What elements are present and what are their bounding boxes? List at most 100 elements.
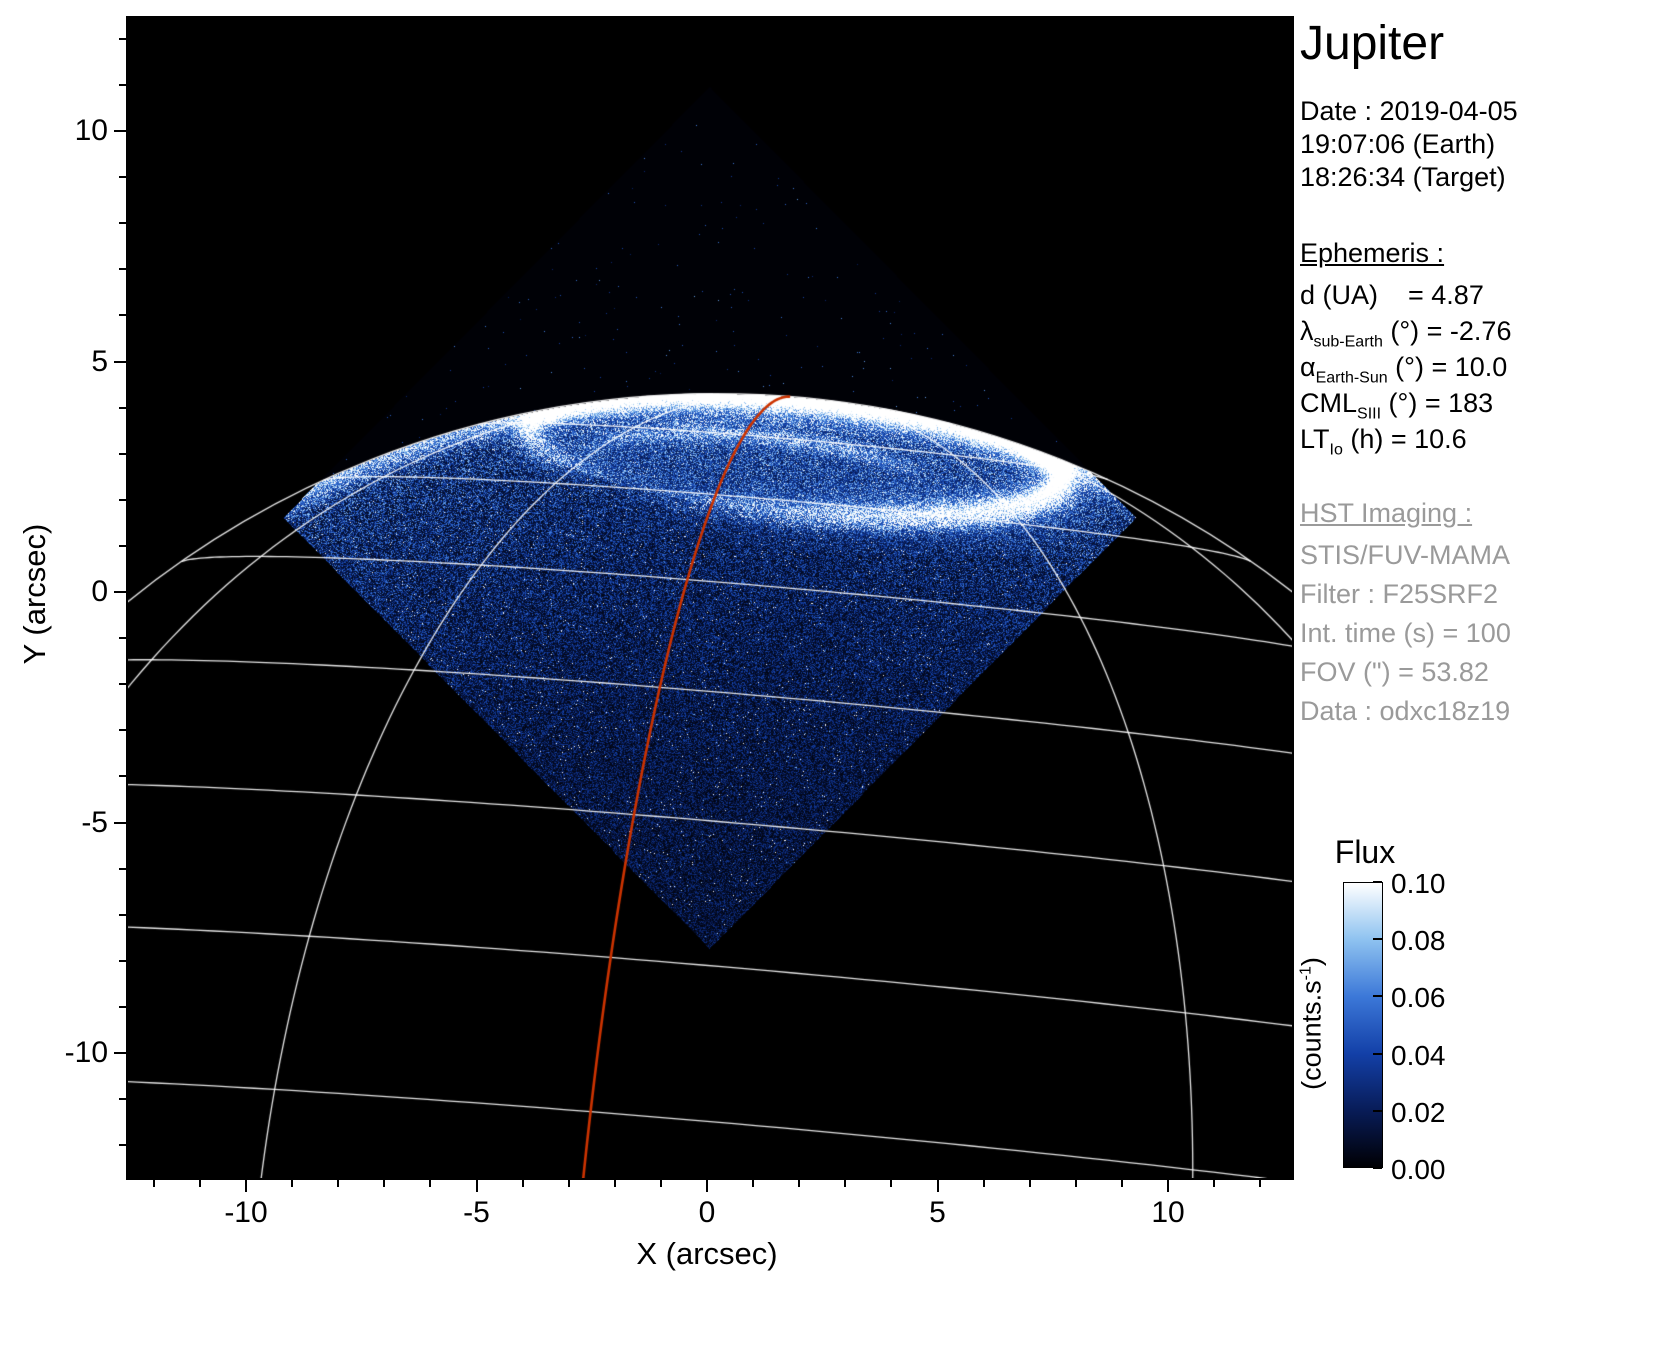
eph-label: LT <box>1300 424 1330 454</box>
y-tick-label: -10 <box>22 1036 108 1070</box>
unit-exponent: -1 <box>1298 966 1315 980</box>
y-tick <box>114 591 126 593</box>
x-tick <box>153 1180 155 1187</box>
y-tick <box>114 361 126 363</box>
x-tick-label: -5 <box>432 1196 522 1230</box>
x-tick <box>706 1180 708 1192</box>
ephemeris-row-distance: d (UA) = 4.87 <box>1300 280 1484 315</box>
ephemeris-row-io-local-time: LTIo (h) = 10.6 <box>1300 424 1467 459</box>
x-tick <box>752 1180 754 1187</box>
x-tick <box>476 1180 478 1192</box>
y-tick <box>119 960 126 962</box>
ephemeris-header: Ephemeris : <box>1300 238 1444 269</box>
eph-value: (°) = -2.76 <box>1383 316 1512 346</box>
x-tick <box>1213 1180 1215 1187</box>
hst-imaging-header: HST Imaging : <box>1300 498 1472 529</box>
hst-int-time-line: Int. time (s) = 100 <box>1300 618 1511 649</box>
y-tick <box>114 1052 126 1054</box>
hst-filter-line: Filter : F25SRF2 <box>1300 579 1498 610</box>
x-tick <box>983 1180 985 1187</box>
x-tick <box>245 1180 247 1192</box>
y-tick <box>119 407 126 409</box>
y-tick <box>119 914 126 916</box>
x-tick <box>337 1180 339 1187</box>
y-tick <box>119 1006 126 1008</box>
x-tick <box>568 1180 570 1187</box>
y-tick <box>119 868 126 870</box>
y-tick <box>119 1098 126 1100</box>
ephemeris-row-phase-angle: αEarth-Sun (°) = 10.0 <box>1300 352 1507 387</box>
eph-value: (°) = 10.0 <box>1388 352 1508 382</box>
aurora-image-canvas <box>128 18 1292 1178</box>
eph-subscript: Earth-Sun <box>1316 369 1388 386</box>
y-tick-label: 5 <box>22 345 108 379</box>
eph-label: α <box>1300 352 1316 382</box>
y-tick <box>119 1144 126 1146</box>
figure: X (arcsec) Y (arcsec) Jupiter Date : 201… <box>0 0 1676 1367</box>
colorbar-tick-label: 0.10 <box>1391 868 1481 900</box>
colorbar-tick <box>1373 995 1382 997</box>
x-tick <box>844 1180 846 1187</box>
ephemeris-row-sub-earth-lat: λsub-Earth (°) = -2.76 <box>1300 316 1511 351</box>
hst-fov-line: FOV (") = 53.82 <box>1300 657 1489 688</box>
y-tick <box>119 637 126 639</box>
colorbar-tick <box>1373 1053 1382 1055</box>
eph-subscript: Io <box>1330 441 1343 458</box>
earth-time-line: 19:07:06 (Earth) <box>1300 129 1495 160</box>
eph-value: (°) = 183 <box>1381 388 1493 418</box>
hst-instrument-line: STIS/FUV-MAMA <box>1300 540 1510 571</box>
y-tick-label: 10 <box>22 114 108 148</box>
eph-subscript: SIII <box>1357 405 1381 422</box>
colorbar-tick <box>1373 938 1382 940</box>
x-tick <box>614 1180 616 1187</box>
x-tick <box>1259 1180 1261 1187</box>
colorbar-tick-label: 0.08 <box>1391 925 1481 957</box>
colorbar-tick <box>1373 1167 1382 1169</box>
eph-label: d (UA) <box>1300 280 1378 310</box>
x-tick <box>1121 1180 1123 1187</box>
eph-value: = 4.87 <box>1378 280 1484 310</box>
unit-post: ) <box>1297 957 1327 966</box>
eph-subscript: sub-Earth <box>1314 333 1383 350</box>
y-tick <box>119 176 126 178</box>
y-tick-label: 0 <box>22 575 108 609</box>
colorbar-tick-label: 0.00 <box>1391 1154 1481 1186</box>
unit-pre: (counts.s <box>1297 980 1327 1090</box>
y-tick <box>119 775 126 777</box>
eph-label: CML <box>1300 388 1357 418</box>
target-time-line: 18:26:34 (Target) <box>1300 162 1506 193</box>
figure-title: Jupiter <box>1300 16 1444 71</box>
y-tick <box>119 729 126 731</box>
y-tick <box>114 130 126 132</box>
x-tick <box>383 1180 385 1187</box>
y-tick <box>119 314 126 316</box>
y-tick-label: -5 <box>22 806 108 840</box>
x-tick-label: 0 <box>662 1196 752 1230</box>
colorbar-title: Flux <box>1305 834 1425 871</box>
hst-data-id-line: Data : odxc18z19 <box>1300 696 1510 727</box>
x-tick-label: 5 <box>893 1196 983 1230</box>
x-tick <box>1167 1180 1169 1192</box>
colorbar-unit-label: (counts.s-1) <box>1297 874 1328 1174</box>
y-tick <box>119 499 126 501</box>
x-tick <box>199 1180 201 1187</box>
x-tick <box>1029 1180 1031 1187</box>
x-tick <box>291 1180 293 1187</box>
y-tick <box>119 683 126 685</box>
y-tick <box>119 453 126 455</box>
x-tick-label: 10 <box>1123 1196 1213 1230</box>
y-tick <box>119 84 126 86</box>
x-tick-label: -10 <box>201 1196 291 1230</box>
x-axis-label: X (arcsec) <box>537 1236 877 1272</box>
x-tick <box>890 1180 892 1187</box>
x-tick <box>798 1180 800 1187</box>
ephemeris-row-cml: CMLSIII (°) = 183 <box>1300 388 1493 423</box>
y-tick <box>119 268 126 270</box>
x-tick <box>937 1180 939 1192</box>
y-tick <box>119 38 126 40</box>
date-line: Date : 2019-04-05 <box>1300 96 1518 127</box>
colorbar-tick-label: 0.06 <box>1391 982 1481 1014</box>
y-tick <box>119 222 126 224</box>
eph-value: (h) = 10.6 <box>1343 424 1467 454</box>
x-tick <box>1075 1180 1077 1187</box>
